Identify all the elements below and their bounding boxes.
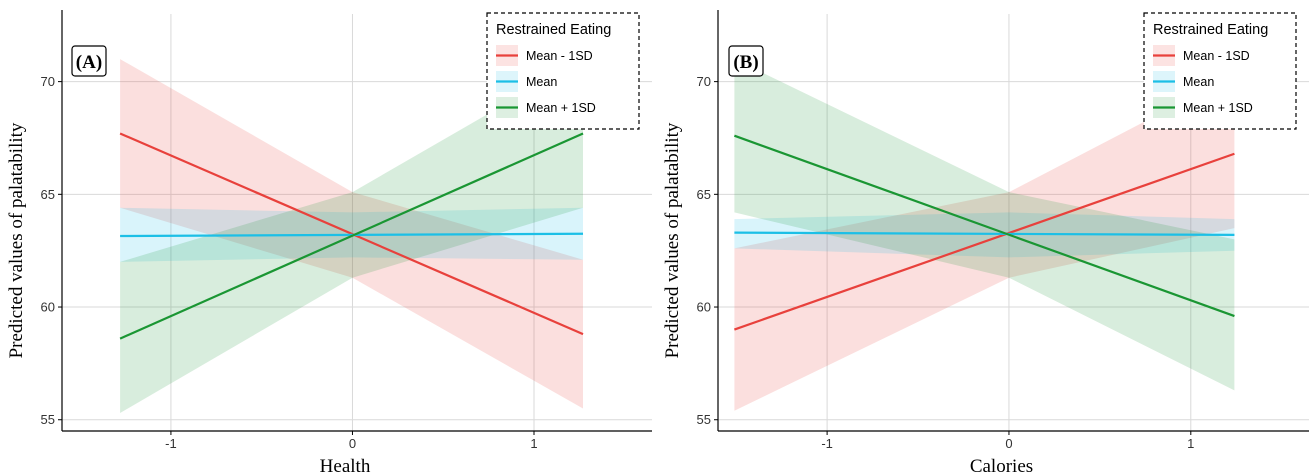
y-tick-label: 60: [41, 300, 55, 315]
legend-label: Mean: [1183, 75, 1214, 89]
legend-label: Mean: [526, 75, 557, 89]
y-axis-title: Predicted values of palatability: [6, 122, 27, 358]
legend-box: [1143, 12, 1297, 130]
chart-panel-1: 55 60 65 70 -1 0 1 Health Predicted values of pa…: [6, 10, 652, 475]
y-tick-label: 70: [697, 74, 711, 89]
ci-ribbon-2: [734, 212, 1235, 258]
x-axis-title: Health: [320, 456, 371, 475]
legend-label: Mean + 1SD: [526, 101, 596, 115]
series-line-1: [734, 152, 1235, 331]
series-line-3: [119, 132, 584, 340]
series-line-2: [734, 231, 1235, 236]
legend-label: Mean + 1SD: [1183, 101, 1253, 115]
panel-label-box: [728, 45, 764, 77]
x-tick-label: 1: [1187, 436, 1194, 451]
y-tick-label: 70: [41, 74, 55, 89]
y-tick-label: 65: [41, 187, 55, 202]
legend-box: [486, 12, 640, 130]
x-tick-label: 0: [349, 436, 356, 451]
panel-label-box: [71, 45, 107, 77]
y-tick-label: 55: [697, 412, 711, 427]
legend: Restrained Eating Mean - 1SD Mean Mean + 1S…: [1143, 12, 1297, 130]
legend-title: Restrained Eating: [1153, 22, 1268, 38]
legend-title: Restrained Eating: [496, 22, 611, 38]
series-line-3: [733, 134, 1235, 318]
legend-label: Mean - 1SD: [1183, 49, 1250, 63]
x-tick-label: -1: [165, 436, 177, 451]
panel-label: (A): [76, 52, 102, 73]
x-axis-title: Calories: [970, 456, 1033, 475]
y-axis-title: Predicted values of palatability: [662, 122, 683, 358]
x-tick-label: -1: [821, 436, 833, 451]
chart-panel-2: 55 60 65 70 -1 0 1 Calories Predicted values of …: [662, 10, 1309, 475]
legend: Restrained Eating Mean - 1SD Mean Mean + 1S…: [486, 12, 640, 130]
y-tick-label: 60: [697, 300, 711, 315]
y-tick-label: 55: [41, 412, 55, 427]
y-tick-label: 65: [697, 187, 711, 202]
series-line-1: [119, 132, 584, 336]
x-tick-label: 1: [530, 436, 537, 451]
legend-label: Mean - 1SD: [526, 49, 593, 63]
panel-label: (B): [733, 52, 758, 73]
x-tick-label: 0: [1005, 436, 1012, 451]
